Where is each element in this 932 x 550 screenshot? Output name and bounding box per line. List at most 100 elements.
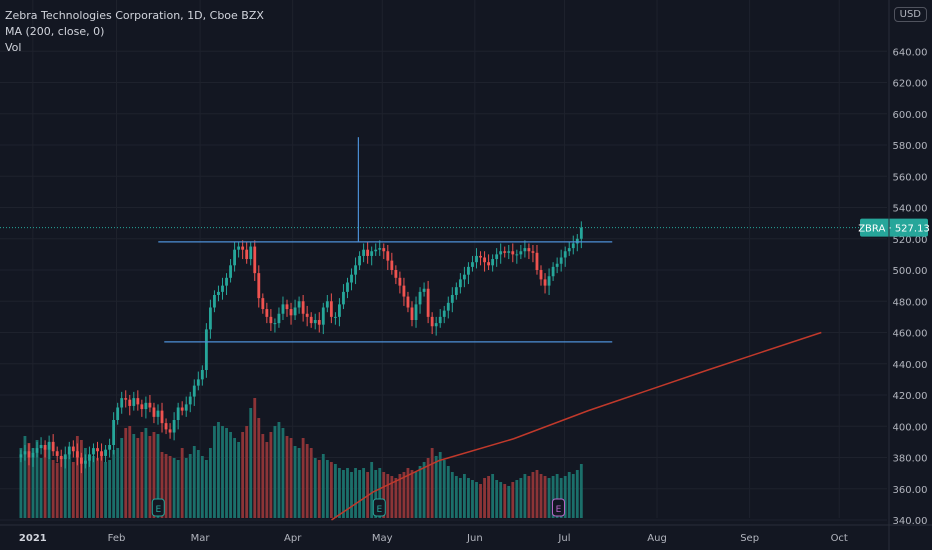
candle-body: [366, 249, 370, 256]
candle-body: [136, 398, 140, 405]
candle-body: [176, 407, 180, 420]
volume-bar: [217, 422, 220, 518]
candle-body: [55, 451, 59, 456]
candle-body: [346, 282, 349, 292]
volume-bar: [309, 448, 313, 518]
volume-bar: [426, 458, 430, 518]
candle-body: [559, 257, 563, 264]
earnings-icon[interactable]: E: [372, 498, 386, 517]
volume-bar: [575, 470, 579, 518]
candle-body: [571, 243, 575, 249]
volume-bar: [354, 468, 357, 518]
volume-bar: [523, 474, 527, 518]
candle-body: [507, 251, 511, 253]
volume-bar: [168, 456, 172, 518]
y-tick-label: 380.00: [893, 454, 928, 465]
candle-body: [261, 298, 265, 310]
y-tick-label: 460.00: [893, 329, 928, 340]
x-tick-label: 2021: [19, 533, 47, 544]
volume-bar: [225, 428, 228, 518]
candle-body: [398, 277, 402, 286]
last-price-badge: [860, 218, 928, 237]
candle-body: [241, 246, 245, 250]
candle-body: [221, 285, 224, 292]
volume-bar: [329, 462, 333, 518]
candle-body: [406, 296, 410, 308]
volume-bar: [51, 460, 55, 518]
volume-bar: [35, 440, 39, 518]
volume-bar: [237, 442, 241, 518]
volume-bar: [386, 474, 390, 518]
x-tick-label: Jul: [557, 533, 570, 544]
legend-symbol-title[interactable]: Zebra Technologies Corporation, 1D, Cboe…: [5, 9, 264, 22]
volume-bar: [462, 474, 466, 518]
x-tick-label: Apr: [284, 533, 302, 544]
candle-body: [196, 379, 200, 386]
volume-bar: [333, 464, 337, 518]
candle-body: [148, 402, 152, 408]
volume-bar: [406, 468, 410, 518]
legend-ma-indicator[interactable]: MA (200, close, 0): [5, 25, 105, 38]
volume-bar: [249, 408, 253, 518]
legend-volume[interactable]: Vol: [5, 41, 22, 54]
y-tick-label: 520.00: [893, 235, 928, 246]
candle-body: [51, 441, 55, 452]
candle-body: [225, 277, 228, 286]
currency-button[interactable]: USD: [893, 7, 927, 22]
candle-body: [374, 249, 378, 252]
volume-bar: [515, 480, 519, 518]
candle-body: [329, 301, 333, 317]
y-tick-label: 640.00: [893, 47, 928, 58]
candle-body: [458, 279, 462, 288]
candle-body: [378, 248, 382, 250]
volume-bar: [257, 418, 261, 518]
volume-bar: [527, 476, 531, 518]
volume-bar: [317, 460, 321, 518]
candle-body: [446, 302, 450, 311]
candle-body: [217, 291, 220, 295]
x-tick-label: Aug: [647, 533, 667, 544]
volume-bar: [192, 446, 196, 518]
volume-bar: [100, 452, 103, 518]
svg-text:E: E: [155, 505, 161, 515]
candle-body: [382, 248, 386, 252]
earnings-icon[interactable]: E: [151, 498, 165, 517]
volume-bar: [176, 460, 180, 518]
volume-bar: [84, 448, 87, 518]
volume-bar: [27, 443, 31, 518]
candle-body: [249, 246, 253, 260]
candle-body: [172, 420, 176, 433]
future-earnings-icon[interactable]: E: [551, 498, 565, 517]
candle-body: [104, 449, 107, 456]
candle-body: [184, 404, 188, 411]
volume-bar: [438, 452, 442, 518]
y-tick-label: 500.00: [893, 266, 928, 277]
x-tick-label: May: [372, 533, 393, 544]
candle-body: [39, 445, 43, 449]
candle-body: [152, 407, 156, 417]
candle-body: [313, 320, 317, 324]
chart-legend: Zebra Technologies Corporation, 1D, Cboe…: [5, 8, 264, 56]
candle-body: [350, 274, 353, 283]
candle-body: [180, 407, 184, 411]
volume-bar: [491, 474, 495, 518]
candle-body: [140, 404, 144, 410]
candle-body: [43, 445, 47, 450]
volume-bar: [495, 480, 499, 518]
volume-bar: [374, 470, 378, 518]
volume-bar: [321, 454, 325, 518]
candle-body: [410, 307, 414, 320]
volume-bar: [563, 476, 567, 518]
volume-bar: [164, 454, 168, 518]
candle-body: [71, 446, 75, 452]
candle-body: [253, 246, 257, 274]
volume-bar: [531, 472, 535, 518]
candle-body: [108, 445, 112, 450]
volume-bar: [507, 486, 511, 518]
candle-body: [79, 457, 83, 464]
volume-bar: [116, 448, 120, 518]
candle-body: [567, 248, 571, 252]
volume-bar: [59, 458, 63, 518]
